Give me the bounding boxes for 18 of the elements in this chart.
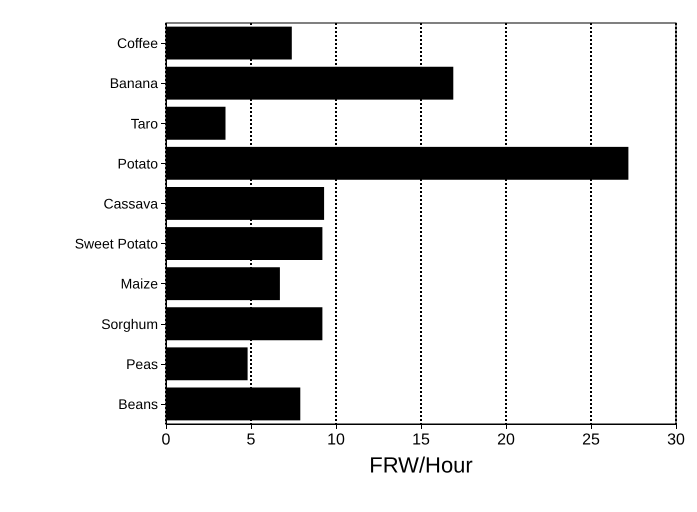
y-tick-label: Taro <box>130 115 158 132</box>
x-tick-label: 5 <box>246 432 256 448</box>
x-tick-label: 0 <box>162 432 171 448</box>
y-tick-label: Coffee <box>117 35 158 52</box>
y-tick-label: Cassava <box>104 195 158 212</box>
x-tick-label: 20 <box>497 432 515 448</box>
x-tick-label: 15 <box>412 432 430 448</box>
y-tick-label: Peas <box>126 356 158 372</box>
y-tick-label: Banana <box>110 75 158 92</box>
x-tick-label: 10 <box>327 432 345 448</box>
x-axis-title: FRW/Hour <box>369 452 473 478</box>
y-tick-label: Sweet Potato <box>74 236 158 252</box>
y-tick-label: Potato <box>118 155 158 172</box>
x-tick-label: 30 <box>667 432 685 448</box>
y-tick-label: Beans <box>118 396 158 412</box>
y-tick-label: Sorghum <box>101 316 158 332</box>
y-tick-label: Maize <box>120 276 158 292</box>
x-tick-label: 25 <box>582 432 600 448</box>
